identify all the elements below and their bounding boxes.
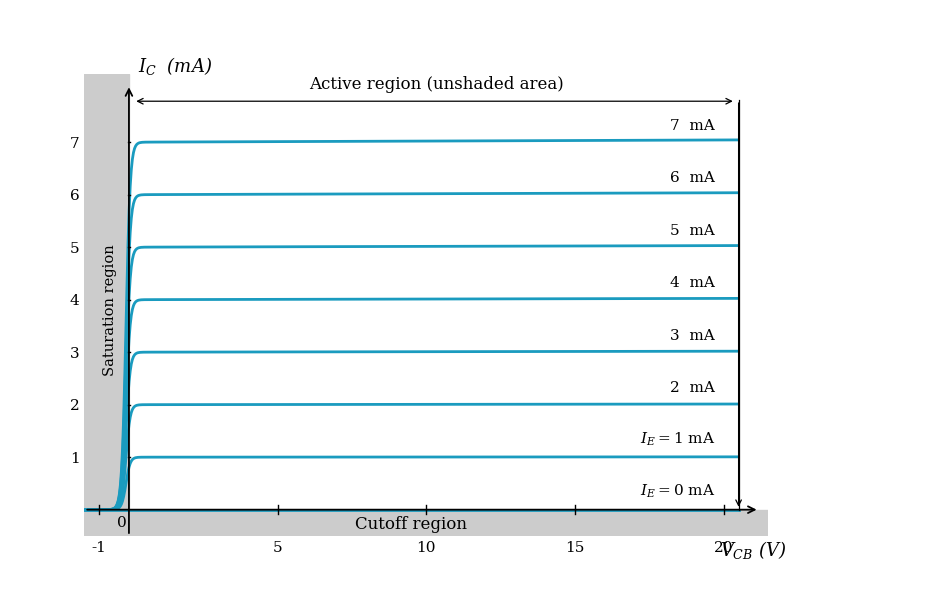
Bar bbox=[84, 74, 129, 536]
Text: $I_C$  (mA): $I_C$ (mA) bbox=[138, 55, 212, 76]
Text: 3  mA: 3 mA bbox=[669, 329, 714, 342]
Text: 6  mA: 6 mA bbox=[669, 171, 714, 185]
Text: 2  mA: 2 mA bbox=[669, 381, 714, 395]
Text: $V_{CB}$ (V): $V_{CB}$ (V) bbox=[720, 538, 786, 561]
Text: 4  mA: 4 mA bbox=[669, 276, 714, 290]
Text: 0: 0 bbox=[116, 516, 126, 530]
Bar bbox=[84, 509, 768, 536]
Text: $I_E = 0$ mA: $I_E = 0$ mA bbox=[639, 483, 714, 500]
Text: Saturation region: Saturation region bbox=[103, 245, 116, 376]
Text: Active region (unshaded area): Active region (unshaded area) bbox=[308, 76, 563, 94]
Text: $I_E = 1$ mA: $I_E = 1$ mA bbox=[639, 431, 714, 448]
Text: 5  mA: 5 mA bbox=[669, 224, 714, 238]
Text: 7  mA: 7 mA bbox=[669, 119, 714, 132]
Text: Cutoff region: Cutoff region bbox=[355, 516, 467, 533]
